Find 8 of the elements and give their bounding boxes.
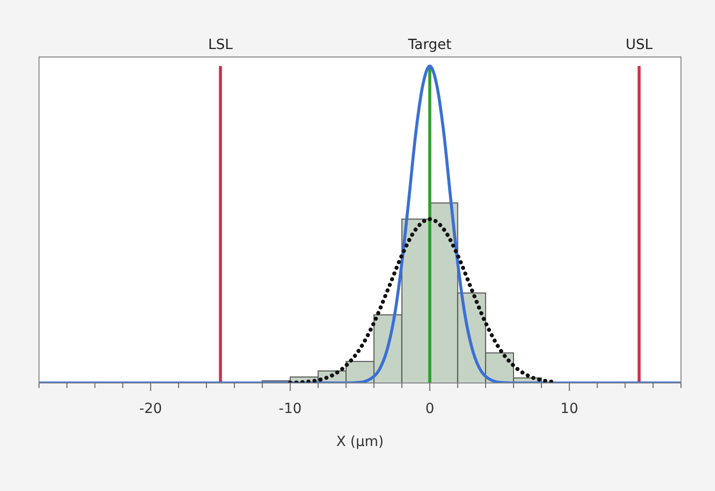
x-tick-label: 0 [425, 401, 434, 417]
ref-line-label: Target [407, 37, 452, 53]
ref-line-label: USL [626, 37, 653, 53]
ref-line-label: LSL [208, 37, 233, 53]
x-tick-label: -10 [278, 401, 302, 417]
x-tick-label: 10 [560, 401, 578, 417]
x-tick-label: -20 [139, 401, 162, 417]
x-axis-title: X (µm) [336, 434, 384, 450]
